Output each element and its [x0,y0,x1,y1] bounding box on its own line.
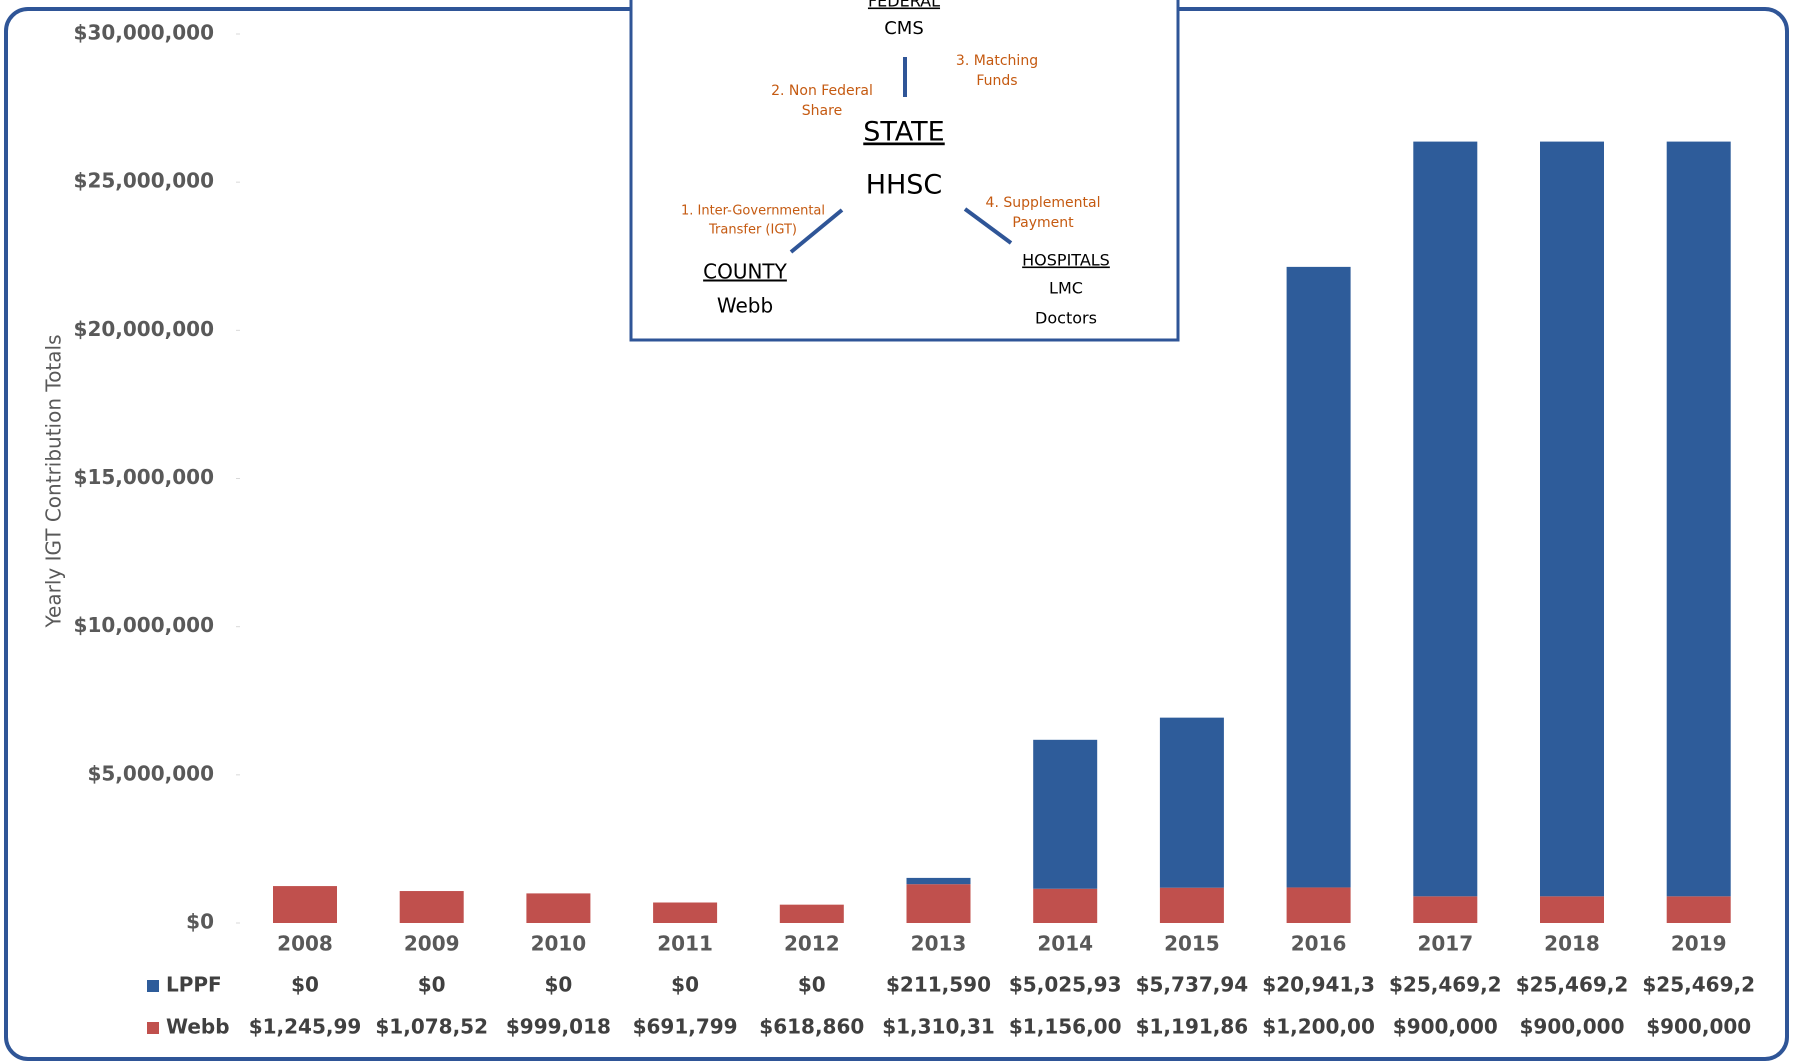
table-cell: $25,469,2 [1642,973,1755,997]
table-cell: $0 [798,973,826,997]
x-tick-label: 2017 [1417,932,1473,956]
table-cell: $25,469,2 [1389,973,1502,997]
bar-segment [1286,887,1351,923]
diagram-label: 2. Non Federal [771,83,873,99]
table-cell: $5,025,93 [1009,973,1122,997]
diagram-label: Funds [976,73,1017,89]
y-tick-label: $20,000,000 [74,317,214,341]
diagram-label: FEDERAL [868,0,940,11]
bar-segment [273,886,337,923]
x-tick-label: 2011 [657,932,713,956]
bar-segment [399,891,464,923]
y-tick-label: $15,000,000 [74,465,214,489]
y-tick-label: $30,000,000 [74,21,214,45]
bar-segment [906,884,971,923]
y-axis-label: Yearly IGT Contribution Totals [42,334,66,628]
y-tick-label: $10,000,000 [74,613,214,637]
table-cell: $0 [671,973,699,997]
table-cell: $900,000 [1646,1015,1751,1039]
table-cell: $1,245,99 [249,1015,362,1039]
table-cell: $1,191,86 [1136,1015,1249,1039]
diagram-label: Doctors [1035,309,1097,328]
connector [963,207,1013,245]
table-cell: $1,310,31 [882,1015,995,1039]
x-tick-label: 2019 [1671,932,1727,956]
diagram-label: Payment [1012,215,1074,231]
bar-segment [1666,896,1731,923]
bar-segment [1159,717,1224,888]
bar-segment [1413,896,1478,923]
inset-diagram: FEDERAL CMS 3. Matching Funds 2. Non Federal… [629,0,1180,342]
y-tick-label: $0 [186,910,214,934]
bar-segment [906,877,971,885]
table-cell: $211,590 [886,973,991,997]
diagram-label: Share [802,103,842,119]
legend-label: Webb [166,1015,230,1039]
table-cell: $618,860 [759,1015,864,1039]
x-tick-label: 2016 [1291,932,1347,956]
bar-segment [1540,896,1604,923]
diagram-label: 3. Matching [956,53,1038,69]
y-tick-label: $5,000,000 [87,761,214,785]
table-cell: $1,200,00 [1262,1015,1375,1039]
diagram-label: CMS [884,18,924,39]
diagram-label: LMC [1049,279,1083,298]
x-tick-label: 2014 [1037,932,1093,956]
diagram-label: 4. Supplemental [986,195,1101,211]
diagram-label: COUNTY [703,260,788,284]
table-cell: $900,000 [1519,1015,1624,1039]
table-cell: $999,018 [506,1015,611,1039]
x-tick-label: 2013 [911,932,967,956]
bar-segment [653,902,718,923]
bar-segment [526,893,591,923]
bar-segment [1540,141,1604,897]
x-tick-label: 2009 [404,932,460,956]
diagram-label: STATE [863,117,944,148]
table-cell: $0 [291,973,319,997]
x-tick-label: 2018 [1544,932,1600,956]
diagram-label: Transfer (IGT) [708,223,797,238]
diagram-label: 1. Inter-Governmental [681,204,825,219]
legend-label: LPPF [166,973,222,997]
table-cell: $20,941,3 [1262,973,1375,997]
y-tick-label: $25,000,000 [74,169,214,193]
table-cell: $0 [544,973,572,997]
table-cell: $1,078,52 [375,1015,488,1039]
table-cell: $900,000 [1393,1015,1498,1039]
x-tick-label: 2008 [277,932,333,956]
table-cell: $0 [418,973,446,997]
bar-segment [1286,266,1351,888]
bar-segment [1033,739,1098,889]
x-tick-label: 2015 [1164,932,1220,956]
legend-swatch [147,1022,159,1034]
table-cell: $5,737,94 [1136,973,1249,997]
x-tick-label: 2010 [531,932,587,956]
bar-segment [1666,141,1731,897]
bar-segment [1413,141,1478,897]
diagram-label: HHSC [866,170,943,201]
bar-segment [1159,887,1224,923]
diagram-label: Webb [717,294,773,318]
inset-box [629,0,1180,342]
x-tick-label: 2012 [784,932,840,956]
diagram-label: HOSPITALS [1022,251,1110,270]
bar-segment [779,904,844,923]
bar-segment [1033,888,1098,923]
table-cell: $691,799 [633,1015,738,1039]
legend-swatch [147,980,159,992]
table-cell: $1,156,00 [1009,1015,1122,1039]
table-cell: $25,469,2 [1516,973,1629,997]
connector [789,208,844,254]
